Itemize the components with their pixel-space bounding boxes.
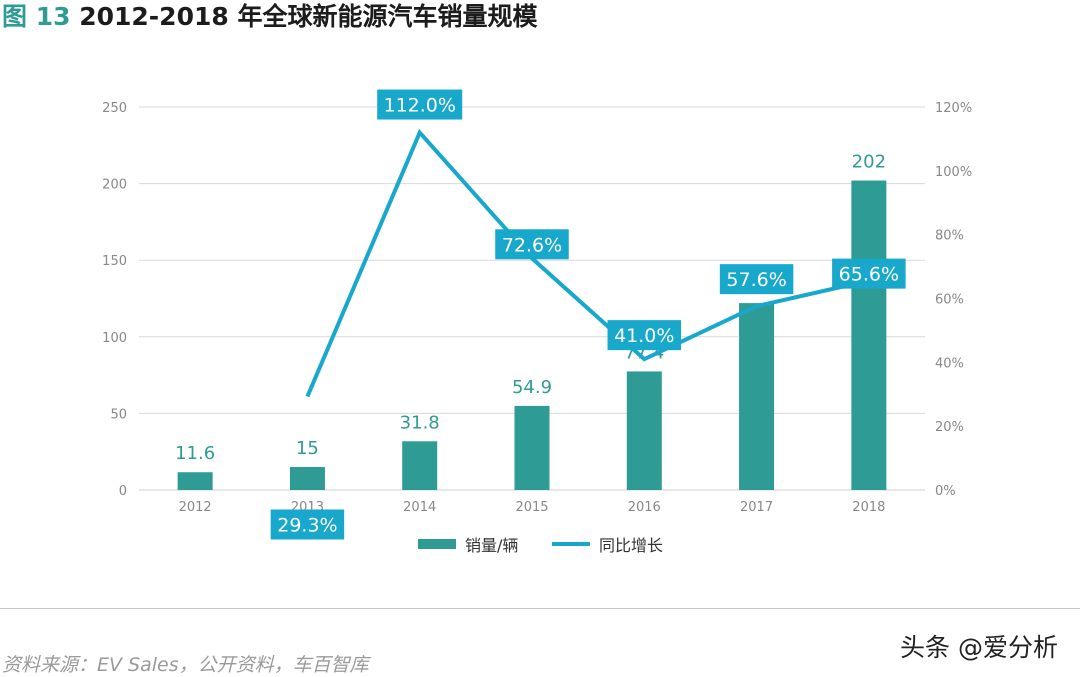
growth-label: 65.6% [839, 264, 899, 286]
y-left-tick-label: 200 [102, 178, 127, 193]
growth-label: 29.3% [277, 514, 337, 536]
bar [851, 180, 887, 490]
legend-swatch-bar [418, 539, 456, 549]
growth-label-box [270, 509, 345, 540]
growth-label: 112.0% [383, 95, 455, 117]
bar-value-label: 15 [296, 438, 319, 459]
y-left-tick-label: 250 [102, 101, 127, 116]
x-tick-label: 2018 [852, 500, 885, 515]
growth-label: 41.0% [614, 325, 674, 347]
growth-label: 57.6% [726, 269, 786, 291]
growth-label: 72.6% [502, 234, 562, 256]
y-right-tick-label: 20% [935, 420, 964, 435]
bar-value-label: 202 [852, 152, 886, 173]
y-right-tick-label: 120% [935, 101, 972, 116]
y-right-tick-label: 100% [935, 165, 972, 180]
growth-label-box [832, 258, 906, 289]
chart-title: 图 13 2012-2018 年全球新能源汽车销量规模 [2, 0, 537, 34]
x-tick-label: 2012 [179, 500, 212, 515]
y-right-tick-label: 0% [935, 484, 956, 499]
bar-value-label: 54.9 [512, 377, 552, 398]
y-right-tick-label: 40% [935, 356, 964, 371]
legend-swatch-line [552, 542, 590, 546]
bar [514, 405, 550, 490]
bar [739, 303, 775, 490]
source-note: 资料来源：EV Sales，公开资料，车百智库 [2, 654, 369, 676]
footer-divider [0, 608, 1080, 609]
legend-label-bar: 销量/辆 [465, 536, 518, 555]
x-tick-label: 2016 [628, 500, 661, 515]
bar [626, 371, 662, 490]
figure-number: 图 13 [2, 2, 71, 31]
combo-chart: 0 50 100 150 200 250 0% 20% 40% 60% 80% 100% 120% 201… [102, 89, 972, 555]
watermark: 头条 @爱分析 [900, 633, 1058, 662]
bar-value-label: 31.8 [400, 412, 440, 433]
bar [289, 467, 325, 490]
growth-line [305, 128, 870, 398]
y-right-tick-label: 80% [935, 229, 964, 244]
y-left-tick-label: 150 [102, 254, 127, 269]
y-left-tick-label: 0 [119, 484, 127, 499]
x-tick-label: 2014 [403, 500, 436, 515]
growth-label-box [719, 264, 794, 295]
bar [402, 441, 438, 490]
y-left-tick-label: 50 [110, 407, 127, 422]
y-right-tick-label: 60% [935, 293, 964, 308]
chart-title-text: 2012-2018 年全球新能源汽车销量规模 [79, 2, 538, 31]
growth-label-box [495, 229, 569, 260]
x-tick-label: 2015 [515, 500, 548, 515]
y-left-tick-label: 100 [102, 331, 127, 346]
legend-label-line: 同比增长 [599, 536, 663, 555]
growth-label-box [607, 320, 682, 351]
bar-value-label: 11.6 [175, 443, 215, 464]
x-tick-label: 2017 [740, 500, 773, 515]
bar [177, 472, 213, 490]
growth-label-box [377, 89, 463, 120]
